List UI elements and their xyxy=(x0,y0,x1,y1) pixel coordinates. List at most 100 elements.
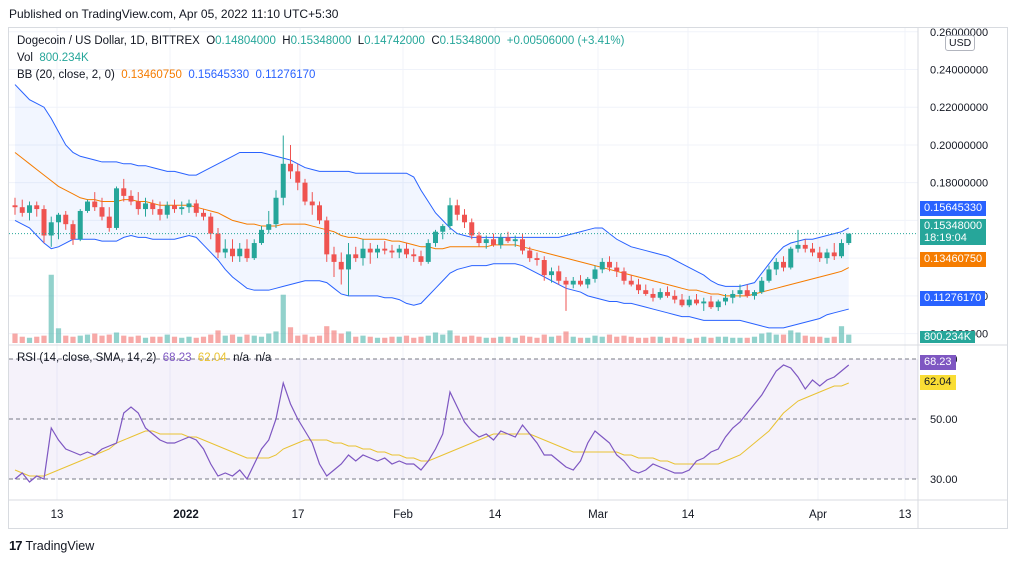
candle-body xyxy=(324,220,330,255)
volume-bar xyxy=(186,336,192,343)
currency-button[interactable]: USD xyxy=(945,35,976,51)
price-axis-label: 0.20000000 xyxy=(930,140,988,152)
candle-body xyxy=(578,280,583,285)
volume-bar xyxy=(817,336,823,343)
candle-body xyxy=(201,212,206,217)
time-axis-label: 14 xyxy=(489,509,502,521)
candle-body xyxy=(686,299,692,306)
volume-bar xyxy=(106,334,112,343)
chart-frame[interactable] xyxy=(8,27,1008,529)
candle-body xyxy=(599,261,605,270)
volume-label: Vol xyxy=(17,52,33,64)
volume-bar xyxy=(338,333,344,343)
candle-body xyxy=(592,269,598,279)
volume-bar xyxy=(222,335,228,343)
volume-bar xyxy=(635,337,642,343)
footer-brand[interactable]: TradingView xyxy=(25,538,95,553)
candle-body xyxy=(469,222,475,236)
volume-bar xyxy=(171,336,178,343)
volume-bar xyxy=(237,336,243,343)
candle-body xyxy=(483,239,489,244)
candle-body xyxy=(19,207,25,213)
volume-bar xyxy=(693,337,700,343)
candle-body xyxy=(752,292,757,296)
volume-bar xyxy=(367,336,373,343)
candle-body xyxy=(143,203,148,210)
candle-body xyxy=(375,248,380,253)
candle-body xyxy=(309,201,315,206)
volume-bar xyxy=(744,337,750,343)
candle-body xyxy=(744,290,750,296)
high-value: 0.15348000 xyxy=(290,35,352,47)
price-axis-label: 0.22000000 xyxy=(930,102,988,114)
rsi-tag: 68.23 xyxy=(920,355,956,370)
candle-body xyxy=(679,299,685,306)
bb-upper-value: 0.15645330 xyxy=(188,69,250,81)
volume-bar xyxy=(19,336,25,343)
candle-body xyxy=(831,252,837,257)
volume-bar xyxy=(266,333,272,343)
candle-body xyxy=(563,280,569,285)
candle-body xyxy=(694,299,699,304)
volume-bar xyxy=(751,336,758,343)
candle-body xyxy=(92,201,98,208)
volume-bar xyxy=(490,337,497,343)
volume-bar xyxy=(505,336,511,343)
volume-bar xyxy=(295,335,301,343)
candle-body xyxy=(99,207,105,217)
candle-body xyxy=(179,207,185,210)
volume-bar xyxy=(99,335,105,343)
candle-body xyxy=(106,216,112,228)
volume-bar xyxy=(643,337,649,343)
candle-body xyxy=(266,224,272,230)
rsi-axis-label: 50.00 xyxy=(930,414,958,426)
candle-body xyxy=(846,233,852,244)
candle-body xyxy=(541,260,547,276)
candle-body xyxy=(715,301,721,308)
volume-bar xyxy=(200,336,207,343)
candle-body xyxy=(737,290,743,294)
rsi-sma-tag: 62.04 xyxy=(920,375,956,390)
candle-body xyxy=(505,237,511,242)
rsi-label: RSI (14, close, SMA, 14, 2) xyxy=(17,352,157,364)
volume-bar xyxy=(469,335,475,343)
volume-bar xyxy=(454,335,460,343)
volume-bar xyxy=(403,335,410,343)
volume-bar xyxy=(84,334,91,343)
candle-body xyxy=(839,243,844,257)
candle-body xyxy=(730,293,736,298)
na-value-2: n/a xyxy=(255,352,272,364)
candle-body xyxy=(12,205,18,208)
volume-bar xyxy=(26,337,33,343)
volume-bar xyxy=(63,335,69,343)
close-label: C xyxy=(431,35,440,47)
candle-body xyxy=(440,226,446,232)
volume-bar xyxy=(360,335,366,343)
candle-body xyxy=(512,239,518,242)
volume-bar xyxy=(461,336,468,343)
candle-body xyxy=(650,293,656,298)
candle-body xyxy=(824,252,830,259)
candle-body xyxy=(628,280,634,285)
volume-bar xyxy=(389,336,395,343)
candle-body xyxy=(607,261,612,268)
bb-mid-tag: 0.13460750 xyxy=(920,252,987,267)
candle-body xyxy=(781,261,786,268)
candle-body xyxy=(534,258,540,261)
candle-body xyxy=(585,278,591,285)
volume-bar xyxy=(382,337,388,343)
volume-bar xyxy=(570,336,576,343)
candle-body xyxy=(208,216,214,234)
tradingview-logo-icon[interactable]: 17 xyxy=(9,538,23,553)
volume-bar xyxy=(121,335,127,343)
volume-bar xyxy=(92,333,98,343)
volume-bar xyxy=(664,337,671,343)
candle-body xyxy=(193,203,199,213)
volume-bar xyxy=(838,326,845,343)
volume-bar xyxy=(512,337,518,343)
open-label: O xyxy=(206,35,216,47)
volume-bar xyxy=(324,326,330,343)
candle-body xyxy=(135,201,141,210)
bb-label: BB (20, close, 2, 0) xyxy=(17,69,115,81)
